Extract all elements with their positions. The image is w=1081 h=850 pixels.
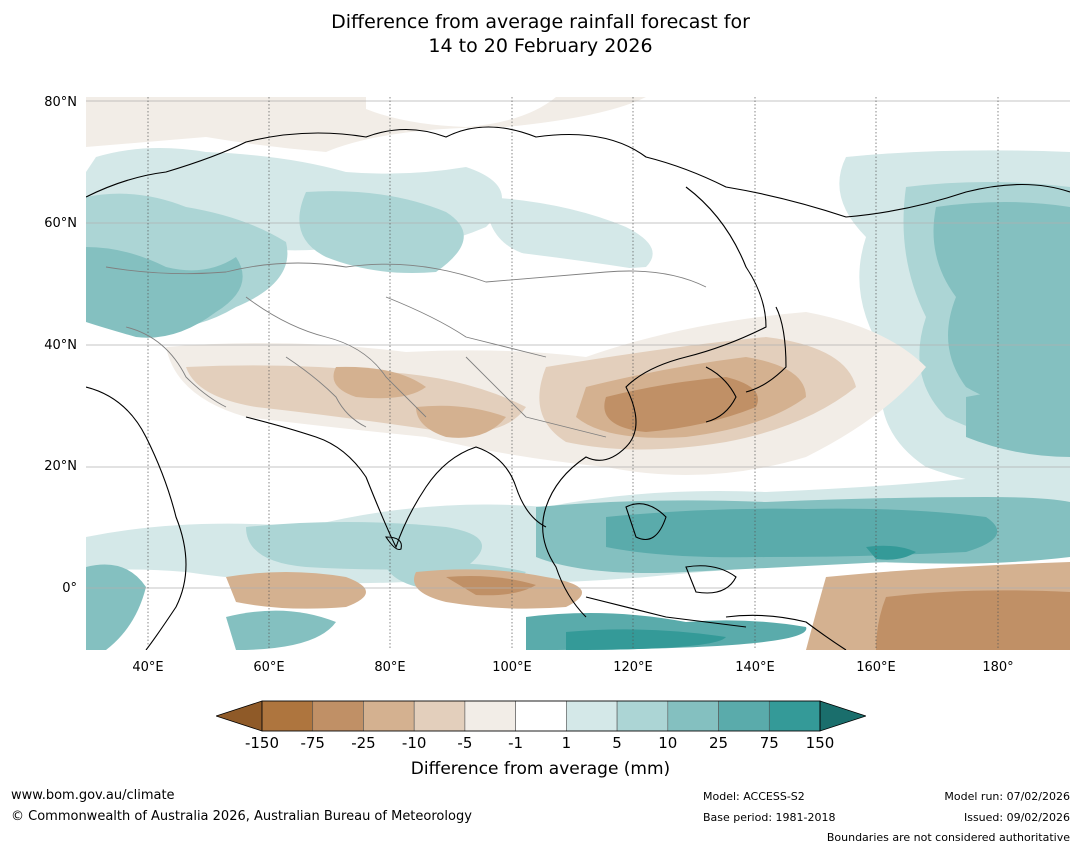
colorbar-tick-label: -150 [244, 734, 280, 752]
meridians [147, 97, 999, 650]
colorbar-tick-label: -75 [300, 734, 325, 752]
lat-label-80n: 80°N [44, 95, 77, 110]
colorbar-bin [616, 700, 669, 732]
lon-label-120e: 120°E [613, 660, 653, 675]
lat-label-60n: 60°N [44, 216, 77, 231]
colorbar-bin [566, 700, 618, 732]
colorbar-tick-label: -25 [351, 734, 376, 752]
coastlines [86, 126, 1070, 650]
map-title: Difference from average rainfall forecas… [0, 10, 1081, 58]
anomaly-region [226, 610, 336, 650]
rainfall-map [86, 97, 1070, 650]
anomaly-region [246, 522, 482, 570]
footer-issued: Issued: 09/02/2026 [963, 811, 1070, 824]
anomaly-region [446, 576, 536, 596]
footer-base-period: Base period: 1981-2018 [703, 811, 836, 824]
lon-label-60e: 60°E [253, 660, 285, 675]
colorbar-tick-label: 25 [708, 734, 729, 752]
colorbar-bin [718, 700, 770, 732]
anomaly-region [299, 191, 464, 273]
anomaly-region [966, 387, 1070, 457]
colorbar-bin [312, 700, 364, 732]
gridlines [86, 100, 1070, 589]
lon-label-40e: 40°E [132, 660, 164, 675]
anomaly-region [86, 564, 146, 650]
colorbar-tick-label: 10 [658, 734, 678, 752]
colorbar-bin [363, 700, 415, 732]
colorbar-tick-label: 150 [805, 734, 835, 752]
footer-model-run: Model run: 07/02/2026 [944, 790, 1070, 803]
colorbar-tick-label: 75 [759, 734, 779, 752]
lon-label-100e: 100°E [492, 660, 532, 675]
lon-label-80e: 80°E [374, 660, 406, 675]
lon-label-140e: 140°E [735, 660, 775, 675]
anomaly-region [866, 545, 916, 560]
anomaly-region [604, 377, 758, 432]
colorbar-tick-label: -1 [508, 734, 524, 752]
footer-boundaries-note: Boundaries are not considered authoritat… [826, 831, 1070, 844]
colorbar-bin [768, 700, 821, 732]
lat-label-40n: 40°N [44, 338, 77, 353]
lat-label-20n: 20°N [44, 459, 77, 474]
anomaly-region [933, 202, 1070, 405]
anomaly-region [606, 508, 998, 558]
anomaly-region [416, 405, 506, 438]
colorbar-extend-low [216, 700, 263, 732]
colorbar-bin [413, 700, 466, 732]
colorbar-tick-label: -10 [401, 734, 427, 752]
colorbar-title: Difference from average (mm) [410, 759, 671, 779]
anomaly-region [876, 590, 1070, 650]
footer-model: Model: ACCESS-S2 [703, 790, 805, 803]
anomaly-region [226, 572, 366, 609]
footer-url[interactable]: www.bom.gov.au/climate [11, 788, 175, 803]
colorbar-extend-high [819, 700, 866, 732]
colorbar-tick-label: -5 [457, 734, 473, 752]
colorbar-bin [667, 700, 719, 732]
colorbar [216, 700, 866, 732]
lon-label-160e: 160°E [856, 660, 896, 675]
anomaly-region [486, 197, 653, 269]
colorbar-bin [261, 700, 314, 732]
lat-label-0: 0° [62, 581, 77, 596]
colorbar-tick-label: 5 [612, 734, 622, 752]
anomaly-region [566, 629, 726, 650]
colorbar-bin [464, 700, 516, 732]
title-line-2: 14 to 20 February 2026 [428, 35, 653, 57]
map-canvas [86, 97, 1070, 650]
title-line-1: Difference from average rainfall forecas… [331, 11, 750, 33]
anomaly-region [333, 366, 426, 399]
colorbar-bin [515, 700, 567, 732]
country-borders [105, 262, 707, 438]
anomaly-region [366, 97, 556, 127]
colorbar-tick-label: 1 [561, 734, 572, 752]
lon-label-180: 180° [982, 660, 1014, 675]
footer-copyright: © Commonwealth of Australia 2026, Austra… [11, 809, 472, 824]
